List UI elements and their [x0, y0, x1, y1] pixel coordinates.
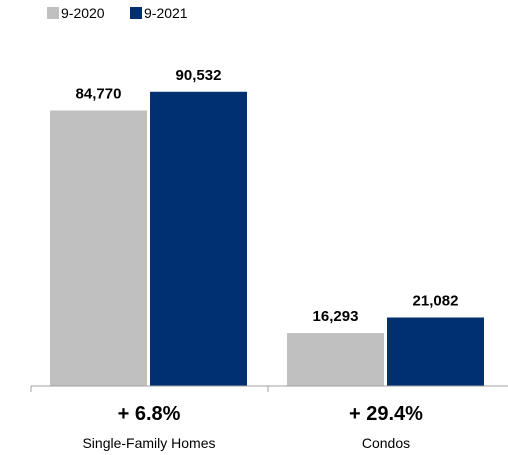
category-label-single-family: Single-Family Homes: [82, 435, 215, 451]
legend-item-9-2021: 9-2021: [130, 5, 188, 21]
legend-label-9-2020: 9-2020: [61, 5, 105, 21]
bar-9-2021-condos: [387, 317, 484, 386]
change-label-condos: + 29.4%: [349, 403, 423, 425]
data-label-9-2021-single-family: 90,532: [176, 67, 222, 84]
category-label-condos: Condos: [362, 435, 410, 451]
legend: 9-2020 9-2021: [47, 5, 188, 21]
bar-9-2020-condos: [287, 333, 384, 386]
bars-layer: 84,770 90,532 16,293 21,082: [50, 67, 484, 387]
bar-9-2020-single-family: [50, 110, 147, 386]
data-label-9-2020-single-family: 84,770: [76, 85, 122, 102]
legend-swatch-9-2021: [130, 7, 142, 19]
legend-swatch-9-2020: [47, 7, 59, 19]
bar-9-2021-single-family: [150, 91, 247, 387]
data-label-9-2020-condos: 16,293: [313, 308, 359, 325]
change-label-single-family: + 6.8%: [118, 403, 181, 425]
legend-item-9-2020: 9-2020: [47, 5, 105, 21]
data-label-9-2021-condos: 21,082: [413, 292, 459, 309]
legend-label-9-2021: 9-2021: [144, 5, 188, 21]
